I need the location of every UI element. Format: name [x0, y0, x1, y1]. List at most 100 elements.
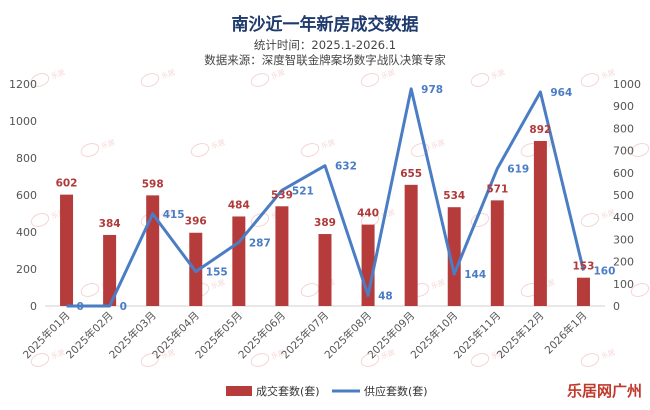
watermark-text: 乐居 [380, 67, 396, 80]
watermark-logo-icon [30, 213, 50, 227]
watermark-logo-icon [140, 73, 160, 87]
watermark-logo-icon [630, 143, 650, 157]
watermark-text: 乐居 [320, 137, 336, 150]
line-data-label: 48 [378, 290, 393, 302]
watermark-logo-icon [250, 353, 270, 367]
line-data-label: 632 [335, 161, 357, 173]
line-data-label: 144 [464, 269, 486, 281]
y-right-tick-label: 400 [613, 211, 634, 224]
line-data-label: 415 [163, 209, 185, 221]
bar-data-label: 655 [400, 168, 422, 180]
watermark-logo-icon [80, 143, 100, 157]
watermark: 乐居 [470, 67, 506, 87]
y-right-tick-label: 100 [613, 278, 634, 291]
watermark-logo-icon [190, 143, 210, 157]
watermark: 乐居 [300, 137, 336, 157]
brand-logo-text: 乐居网广州 [567, 382, 642, 400]
watermark: 乐居 [360, 67, 396, 87]
watermark-logo-icon [470, 353, 490, 367]
y-right-tick-label: 500 [613, 189, 634, 202]
x-tick-label: 2026年1月 [542, 309, 590, 357]
watermark-text: 乐居 [50, 347, 66, 360]
bar-data-label: 598 [142, 178, 164, 190]
watermark: 乐居 [580, 207, 616, 227]
y-right-tick-label: 700 [613, 145, 634, 158]
bar [404, 184, 418, 306]
watermark: 乐居 [580, 67, 616, 87]
y-left-tick-label: 1200 [9, 78, 37, 91]
watermark-logo-icon [80, 283, 100, 297]
watermark-text: 乐居 [210, 277, 226, 290]
y-left-tick-label: 200 [16, 263, 37, 276]
y-right-tick-label: 800 [613, 122, 634, 135]
watermark-logo-icon [300, 283, 320, 297]
bar-data-label: 571 [486, 183, 508, 195]
watermark-text: 乐居 [430, 277, 446, 290]
line-data-label: 619 [507, 164, 529, 176]
watermark-logo-icon [580, 213, 600, 227]
bar-data-label: 396 [185, 216, 207, 228]
bar-data-label: 602 [56, 178, 78, 190]
legend-line-label: 供应套数(套) [364, 384, 428, 398]
y-right-tick-label: 200 [613, 256, 634, 269]
watermark-text: 乐居 [210, 137, 226, 150]
bar-data-label: 389 [314, 217, 336, 229]
watermark: 乐居 [190, 137, 226, 157]
y-left-tick-label: 0 [30, 300, 37, 313]
watermark-text: 乐居 [270, 67, 286, 80]
bar [447, 207, 461, 306]
line-data-label: 287 [249, 237, 271, 249]
line-data-label: 155 [206, 267, 228, 279]
watermark-logo-icon [300, 143, 320, 157]
line-series [66, 87, 585, 308]
watermark-text: 乐居 [100, 137, 116, 150]
watermark-logo-icon [250, 73, 270, 87]
chart-title: 南沙近一年新房成交数据 [232, 14, 419, 35]
bar-data-label: 384 [99, 218, 121, 230]
line-path [66, 87, 585, 308]
watermark-text: 乐居 [600, 347, 616, 360]
watermark-logo-icon [360, 73, 380, 87]
watermark: 乐居 [80, 137, 116, 157]
line-data-label: 521 [292, 185, 314, 197]
bar [318, 234, 332, 306]
chart-subtitle-source: 数据来源：深度智联金牌案场数字战队决策专家 [204, 53, 446, 67]
y-left-tick-label: 800 [16, 152, 37, 165]
bar-data-label: 484 [228, 199, 250, 211]
bar-data-label: 539 [271, 189, 293, 201]
watermark-text: 乐居 [490, 67, 506, 80]
chart-subtitle-period: 统计时间：2025.1-2026.1 [254, 38, 396, 52]
bar [533, 140, 547, 306]
legend-bar-label: 成交套数(套) [256, 384, 320, 398]
y-right-tick-label: 600 [613, 167, 634, 180]
y-right-tick-label: 0 [613, 300, 620, 313]
watermark-logo-icon [360, 353, 380, 367]
bar-data-label: 440 [357, 208, 379, 220]
y-left-tick-label: 600 [16, 189, 37, 202]
y-left-tick-label: 1000 [9, 115, 37, 128]
line-data-label: 160 [593, 265, 615, 277]
bar-data-label: 534 [443, 190, 465, 202]
line-data-label: 0 [77, 301, 84, 313]
data-labels: 602 384 598 396 484 539 389 440 655 534 571 892 153 0… [56, 84, 616, 313]
watermark-logo-icon [410, 143, 430, 157]
watermark-text: 乐居 [430, 137, 446, 150]
bar [60, 194, 74, 306]
bar-data-label: 892 [529, 124, 551, 136]
bar [275, 206, 289, 306]
watermark-logo-icon [580, 73, 600, 87]
line-data-label: 964 [550, 87, 572, 99]
watermark-logo-icon [140, 353, 160, 367]
watermark-text: 乐居 [160, 67, 176, 80]
watermark-text: 乐居 [50, 67, 66, 80]
y-left-tick-label: 400 [16, 226, 37, 239]
y-right-tick-label: 900 [613, 100, 634, 113]
watermark-logo-icon [250, 213, 270, 227]
bar [103, 234, 117, 306]
legend: 成交套数(套) 供应套数(套) [226, 384, 428, 398]
bar [576, 277, 590, 306]
bar-data-label: 153 [573, 261, 595, 273]
bar [232, 216, 246, 306]
